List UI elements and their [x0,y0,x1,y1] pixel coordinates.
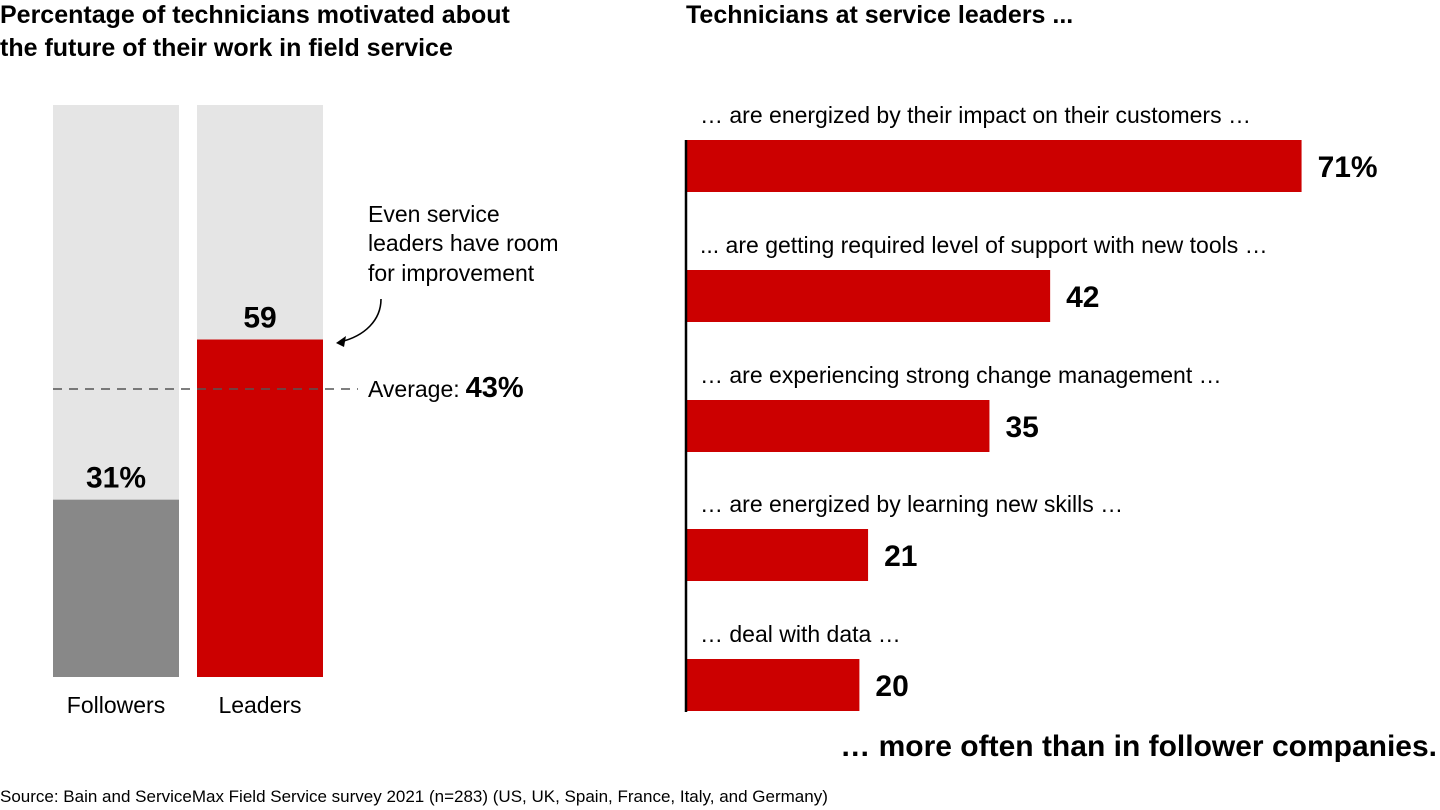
average-label: Average: 43% [368,372,524,404]
hbar-value-label: 42 [1066,281,1099,314]
hbar-value-label: 71% [1318,151,1378,184]
x-tick-label: Followers [67,692,165,718]
hbar [686,400,990,452]
hbar [686,659,860,711]
bar-value-label: 59 [243,302,276,335]
bar-leaders [197,339,323,677]
left-chart-title-line-2: the future of their work in field servic… [0,34,453,62]
right-chart-footer: … more often than in follower companies. [840,730,1437,763]
annotation-line-2: leaders have room [368,230,559,256]
bar-category-label: … are experiencing strong change managem… [700,362,1222,388]
bar-category-label: … are energized by learning new skills … [700,491,1123,517]
bar-category-label: … deal with data … [700,621,901,647]
bar-value-label: 31% [86,462,146,495]
hbar-value-label: 20 [875,670,908,703]
hbar [686,140,1302,192]
arrow-head-icon [336,336,346,347]
hbar [686,270,1051,322]
annotation-line-3: for improvement [368,260,535,286]
annotation-line-1: Even service [368,201,500,227]
bar-followers [53,499,179,677]
right-chart-title: Technicians at service leaders ... [686,1,1073,29]
bar-category-label: ... are getting required level of suppor… [700,232,1268,258]
annotation-arrow-icon [339,298,382,343]
source-note: Source: Bain and ServiceMax Field Servic… [0,787,828,806]
hbar [686,529,869,581]
right-bars: … are energized by their impact on their… [686,102,1378,711]
bar-category-label: … are energized by their impact on their… [700,102,1251,128]
x-tick-label: Leaders [218,692,301,718]
hbar-value-label: 35 [1005,411,1038,444]
hbar-value-label: 21 [884,540,917,573]
left-bars: 31% Followers 59 Leaders [53,105,323,718]
left-chart-title-line-1: Percentage of technicians motivated abou… [0,1,511,29]
